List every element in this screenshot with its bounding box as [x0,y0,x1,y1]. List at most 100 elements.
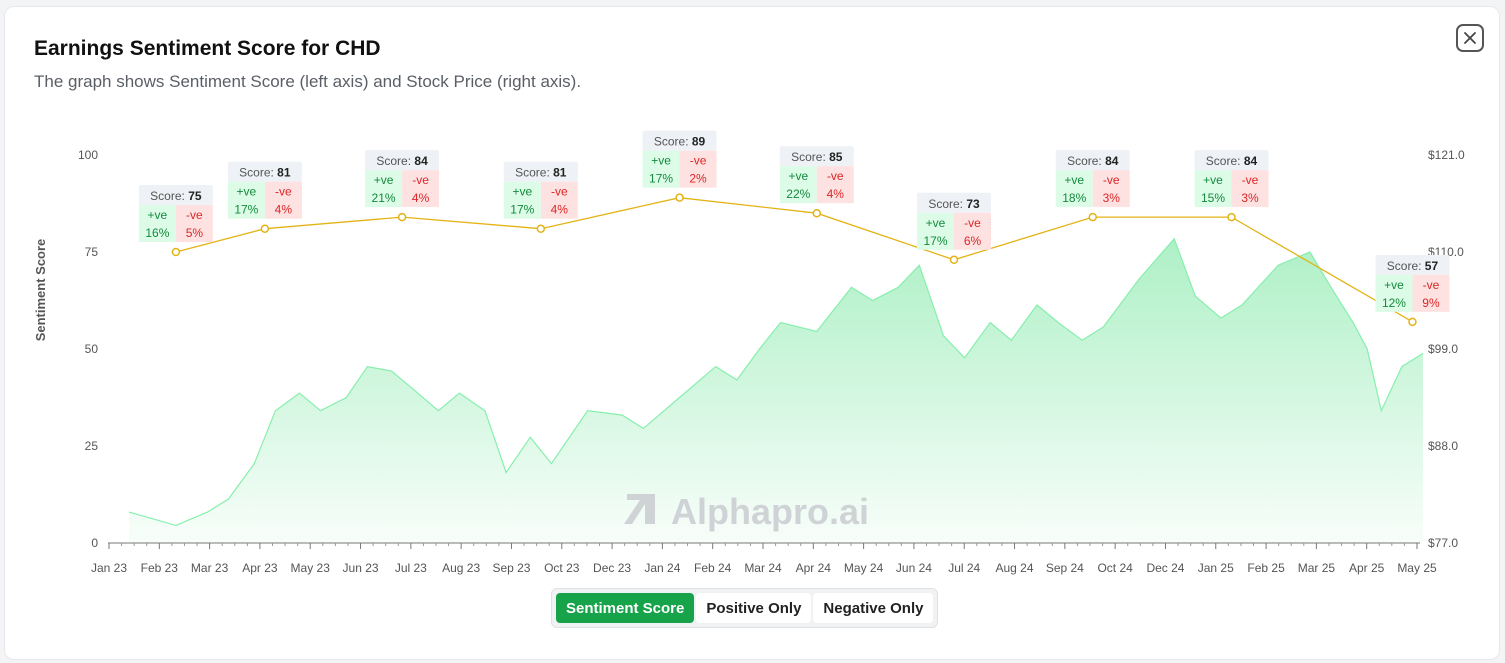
x-tick-label: Apr 24 [796,561,832,575]
negative-box [1412,274,1450,312]
positive-label: +ve [512,185,532,199]
x-tick-label: Jul 23 [395,561,427,575]
positive-box [1375,274,1413,312]
y-right-tick-label: $99.0 [1428,342,1458,356]
negative-value: 4% [551,203,569,217]
x-tick-label: Apr 23 [242,561,278,575]
positive-label: +ve [236,185,256,199]
negative-value: 4% [275,203,293,217]
page-subtitle: The graph shows Sentiment Score (left ax… [34,72,582,91]
positive-label: +ve [374,173,394,187]
watermark-logo-icon [624,494,655,524]
x-tick-label: Feb 25 [1247,561,1285,575]
score-point [171,247,181,257]
negative-label: -ve [1103,173,1120,187]
positive-value: 15% [1201,191,1225,205]
y-left-tick-label: 0 [91,536,98,550]
x-tick-label: Jul 24 [948,561,980,575]
negative-box [954,212,992,250]
y-left-tick-label: 100 [78,148,98,162]
x-tick-label: Jun 24 [896,561,932,575]
toggle-negative-only-button[interactable]: Negative Only [813,593,934,623]
negative-label: -ve [1423,278,1440,292]
score-label: Score: 75 [150,189,202,203]
negative-label: -ve [275,185,292,199]
x-tick-label: Feb 24 [694,561,732,575]
positive-box [227,181,265,219]
x-tick-label: Jan 24 [644,561,680,575]
x-tick-label: Mar 24 [744,561,782,575]
x-tick-label: Jun 23 [343,561,379,575]
score-label-box [1194,150,1269,171]
close-icon [1464,32,1476,44]
score-label: Score: 57 [1387,259,1439,273]
positive-value: 18% [1062,191,1086,205]
close-button[interactable] [1456,24,1484,52]
score-label: Score: 85 [791,150,843,164]
x-tick-label: Sep 24 [1046,561,1084,575]
price-line [128,237,1424,527]
score-label-box [365,150,440,171]
y-left-tick-label: 25 [85,439,99,453]
positive-box [138,205,176,242]
positive-value: 17% [923,234,947,248]
positive-value: 21% [372,191,396,205]
x-tick-label: Aug 23 [442,561,480,575]
positive-label: +ve [1064,173,1084,187]
y-left-tick-label: 50 [85,342,99,356]
positive-box [365,170,403,208]
positive-label: +ve [651,154,671,168]
score-point [949,255,959,265]
negative-label: -ve [964,216,981,230]
score-point [675,193,684,202]
score-label: Score: 81 [239,166,291,180]
negative-label: -ve [1242,173,1259,187]
negative-box [1231,170,1269,208]
positive-box [642,150,680,188]
x-tick-label: Oct 24 [1097,561,1133,575]
x-tick-label: Apr 25 [1349,561,1385,575]
negative-box [175,205,213,242]
x-tick-label: May 25 [1397,561,1437,575]
score-point [1227,212,1236,222]
positive-label: +ve [1203,173,1223,187]
negative-box [402,170,440,208]
score-label-box [227,161,302,182]
negative-value: 5% [186,226,204,240]
x-tick-label: Oct 23 [544,561,580,575]
negative-value: 3% [1241,191,1259,205]
toggle-positive-only-button[interactable]: Positive Only [696,593,812,623]
positive-label: +ve [148,208,168,222]
score-point [397,212,407,222]
negative-value: 9% [1422,296,1440,310]
y-right-tick-label: $88.0 [1428,439,1458,453]
x-tick-label: Aug 24 [996,561,1034,575]
score-label-box [779,146,854,167]
positive-label: +ve [788,169,808,183]
x-tick-label: Dec 24 [1146,561,1184,575]
x-tick-label: May 23 [291,561,331,575]
negative-label: -ve [186,208,203,222]
positive-label: +ve [926,216,946,230]
score-point [536,224,546,233]
positive-value: 17% [510,203,534,217]
score-label: Score: 84 [376,154,428,168]
score-label: Score: 84 [1067,154,1119,168]
score-label: Score: 84 [1206,154,1258,168]
view-toggle: Sentiment Score Positive Only Negative O… [551,588,939,628]
positive-label: +ve [1384,278,1404,292]
x-tick-label: Jan 23 [91,561,127,575]
score-label: Score: 73 [928,197,980,211]
negative-label: -ve [827,169,844,183]
score-point [1408,317,1417,327]
y-right-tick-label: $121.0 [1428,148,1465,162]
positive-box [779,166,817,204]
negative-box [679,150,717,188]
x-tick-label: Mar 23 [191,561,229,575]
toggle-sentiment-score-button[interactable]: Sentiment Score [556,593,695,623]
x-tick-label: May 24 [844,561,884,575]
price-area [129,238,1424,544]
score-label-box [642,130,717,151]
x-tick-label: Mar 25 [1298,561,1336,575]
negative-value: 4% [827,187,845,201]
